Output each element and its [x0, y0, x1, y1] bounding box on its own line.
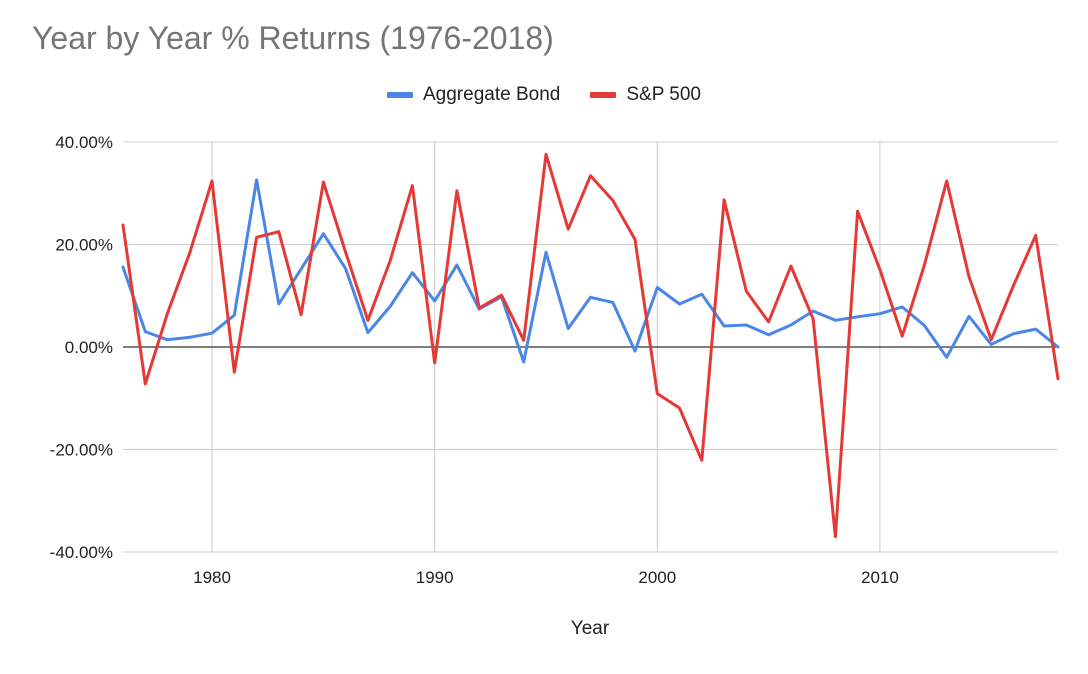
y-tick-label: -20.00% — [50, 441, 113, 460]
legend-item-sp500: S&P 500 — [590, 84, 701, 106]
legend-item-aggregate-bond: Aggregate Bond — [387, 84, 560, 106]
legend: Aggregate Bond S&P 500 — [0, 84, 1088, 106]
legend-label-aggregate-bond: Aggregate Bond — [423, 84, 561, 105]
x-tick-label: 1990 — [416, 568, 454, 587]
x-axis-title: Year — [570, 618, 610, 639]
x-tick-label: 2000 — [638, 568, 676, 587]
y-tick-label: 40.00% — [55, 133, 113, 152]
x-tick-label: 2010 — [861, 568, 899, 587]
series-line-aggregate-bond — [121, 178, 1060, 364]
legend-label-sp500: S&P 500 — [626, 84, 701, 105]
y-tick-label: 0.00% — [65, 338, 113, 357]
chart-title: Year by Year % Returns (1976-2018) — [32, 20, 554, 56]
series-line-sp500 — [121, 152, 1060, 539]
x-tick-label: 1980 — [193, 568, 231, 587]
legend-swatch-aggregate-bond — [387, 92, 413, 98]
legend-swatch-sp500 — [590, 92, 617, 98]
y-tick-label: -40.00% — [50, 543, 113, 562]
y-tick-label: 20.00% — [55, 236, 113, 255]
